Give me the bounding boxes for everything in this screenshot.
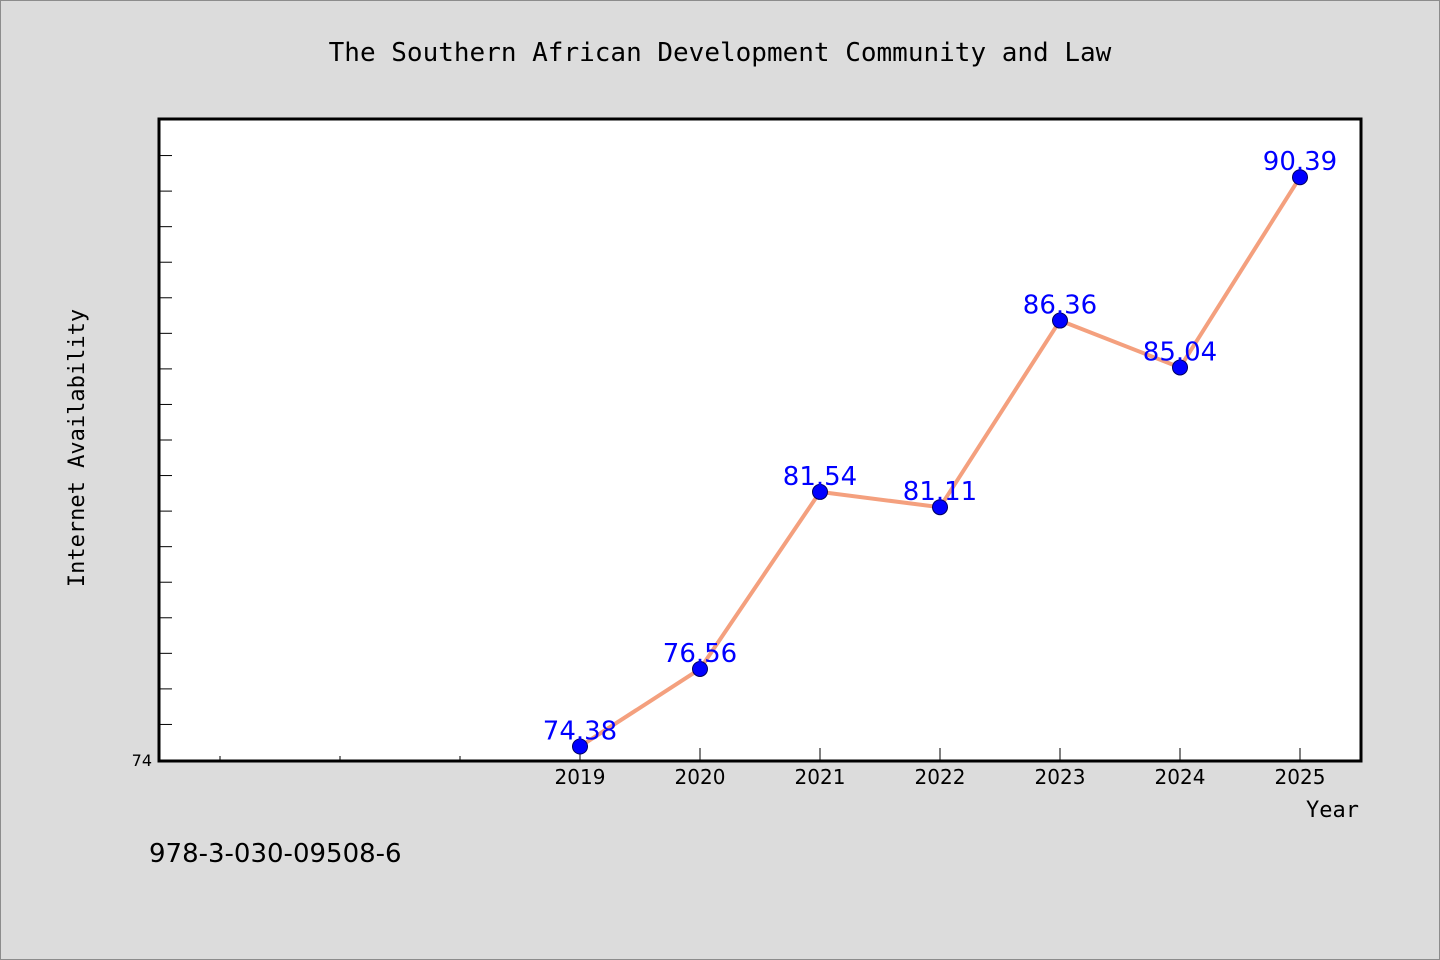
data-labels: 74.38 76.56 81.54 81.11 86.36 85.04 90.39 <box>543 147 1337 746</box>
data-label: 76.56 <box>663 639 737 669</box>
data-point <box>692 660 708 677</box>
x-tick-label: 2020 <box>675 765 726 789</box>
x-tick-label: 2023 <box>1035 765 1086 789</box>
data-point <box>1172 359 1188 376</box>
data-label: 90.39 <box>1263 147 1337 177</box>
x-tick-label: 2022 <box>915 765 966 789</box>
plot-border <box>157 117 1363 763</box>
data-label: 81.11 <box>903 477 977 507</box>
data-point <box>1052 312 1068 329</box>
data-point <box>932 499 948 516</box>
footer-isbn: 978-3-030-09508-6 <box>149 839 402 869</box>
x-tick-label: 2021 <box>795 765 846 789</box>
y-tick-label: 74 <box>132 751 152 770</box>
data-point <box>572 738 588 755</box>
x-axis-label: Year <box>1306 798 1359 823</box>
chart-title: The Southern African Development Communi… <box>329 38 1112 68</box>
x-tick-label: 2019 <box>555 765 606 789</box>
plot-area <box>159 119 1361 761</box>
data-label: 74.38 <box>543 716 617 746</box>
data-label: 86.36 <box>1023 291 1097 321</box>
x-tick-label: 2024 <box>1155 765 1206 789</box>
x-axis-ticks: 2019 2020 2021 2022 2023 2024 2025 <box>219 748 1326 789</box>
data-label: 85.04 <box>1143 337 1217 367</box>
data-point <box>1292 169 1308 186</box>
data-point <box>812 483 828 500</box>
y-axis-ticks: 74 <box>132 119 172 770</box>
data-points <box>572 169 1308 755</box>
y-axis-label: Internet Availability <box>65 309 90 587</box>
x-tick-label: 2025 <box>1275 765 1326 789</box>
data-label: 81.54 <box>783 462 857 492</box>
